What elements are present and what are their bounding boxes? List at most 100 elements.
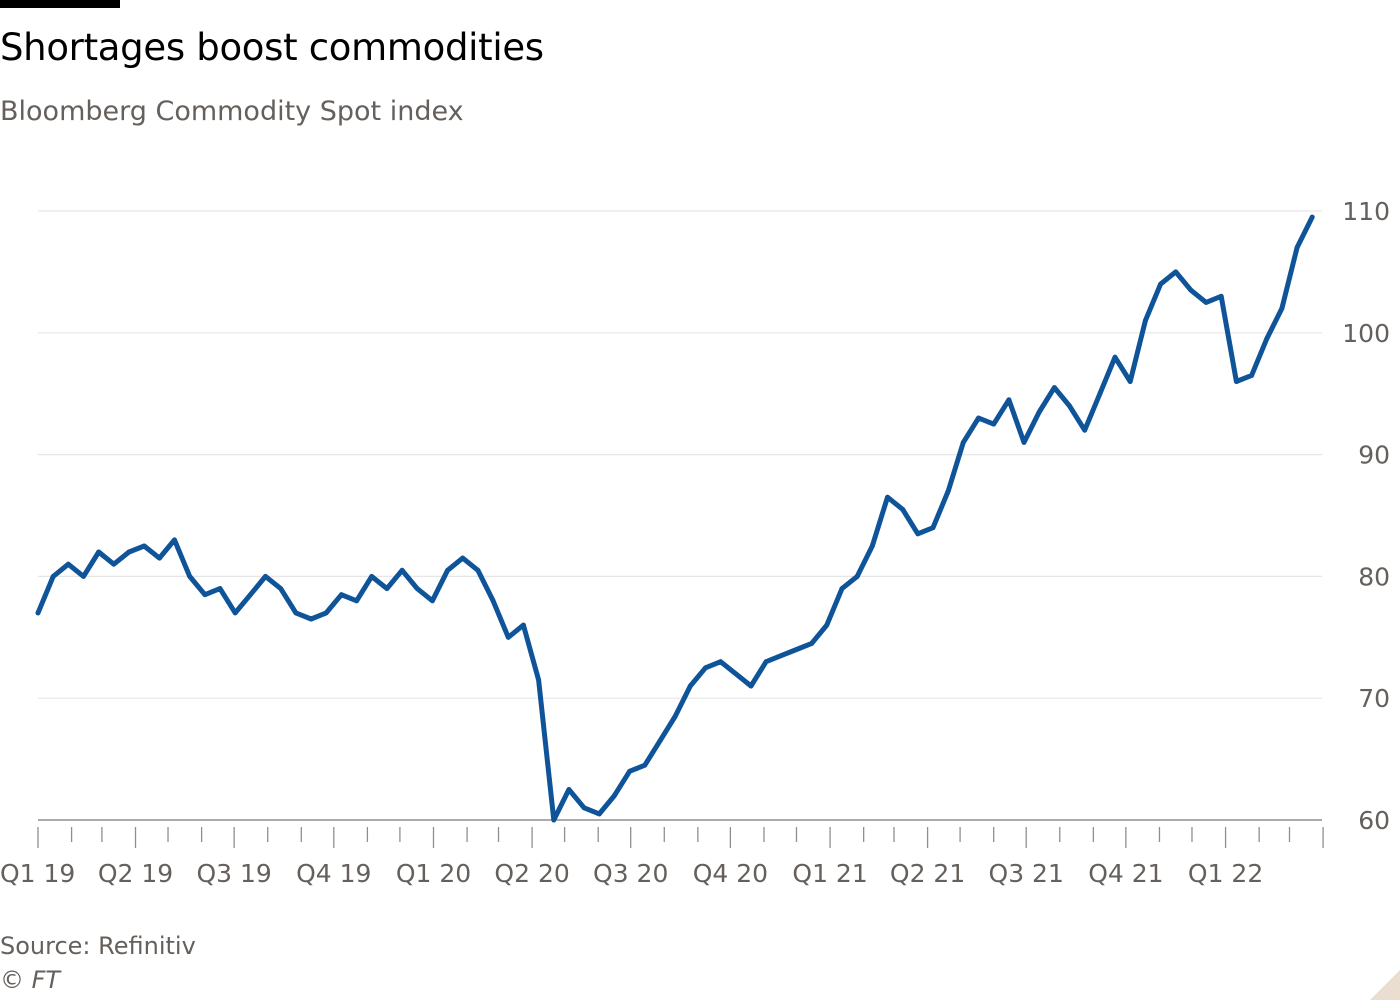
- data-point: [445, 567, 450, 573]
- data-point: [1143, 318, 1148, 323]
- data-point: [1097, 391, 1103, 397]
- x-tick-label: Q1 20: [396, 859, 471, 888]
- data-point: [323, 610, 329, 616]
- data-point: [824, 622, 830, 628]
- data-point: [475, 567, 481, 573]
- data-point: [50, 574, 56, 579]
- data-point: [248, 592, 253, 598]
- data-point: [278, 586, 284, 591]
- data-point: [854, 574, 860, 579]
- series-line-0: [35, 214, 1315, 823]
- data-point: [157, 555, 162, 561]
- data-point: [187, 574, 193, 579]
- data-point: [1218, 293, 1224, 299]
- x-tick-label: Q3 19: [196, 859, 271, 888]
- data-point: [869, 543, 875, 549]
- source-note: Source: Refinitiv: [0, 932, 196, 960]
- data-point: [354, 598, 359, 604]
- data-point: [839, 586, 845, 591]
- data-point: [293, 610, 299, 616]
- data-point: [217, 586, 223, 591]
- data-point: [1158, 281, 1163, 287]
- data-point: [1082, 427, 1088, 433]
- data-point: [657, 738, 663, 744]
- data-point: [976, 415, 981, 421]
- data-point: [35, 610, 41, 616]
- x-tick-label: Q1 22: [1188, 859, 1263, 888]
- y-tick-label: 60: [1358, 806, 1390, 835]
- data-point: [960, 440, 966, 445]
- y-tick-label: 70: [1358, 684, 1390, 713]
- data-point: [581, 805, 587, 811]
- data-point: [1309, 214, 1315, 220]
- x-tick-label: Q2 20: [494, 859, 569, 888]
- data-point: [1249, 373, 1254, 378]
- data-point: [81, 574, 86, 579]
- data-point: [521, 622, 526, 628]
- data-point: [596, 811, 602, 817]
- data-point: [141, 543, 147, 549]
- data-point: [96, 549, 102, 555]
- data-point: [1006, 397, 1012, 403]
- x-tick-label: Q4 21: [1088, 859, 1163, 888]
- data-point: [126, 549, 132, 555]
- data-point: [612, 793, 617, 798]
- data-point: [111, 561, 117, 567]
- data-point: [733, 671, 739, 677]
- data-point: [1279, 306, 1285, 311]
- data-point: [1203, 300, 1209, 305]
- data-point: [778, 653, 784, 658]
- x-axis: [37, 819, 1324, 848]
- data-point: [339, 592, 344, 598]
- y-tick-label: 90: [1358, 441, 1390, 470]
- data-point: [945, 488, 951, 494]
- data-point: [551, 817, 557, 823]
- data-point: [748, 683, 754, 689]
- data-point: [308, 616, 314, 622]
- y-axis: 60 70 80 90 100 110: [1342, 197, 1390, 835]
- ft-brand-bar: [0, 0, 120, 8]
- data-point: [1067, 403, 1072, 409]
- data-point: [430, 598, 435, 604]
- data-point: [703, 665, 708, 671]
- data-point: [687, 683, 693, 689]
- data-point: [566, 787, 572, 792]
- data-point: [1264, 336, 1270, 342]
- y-tick-label: 80: [1358, 562, 1390, 591]
- data-point: [490, 598, 496, 604]
- x-tick-labels: Q1 19 Q2 19 Q3 19 Q4 19 Q1 20 Q2 20 Q3 20 Q4 20…: [0, 859, 1263, 888]
- corner-mark: [1370, 970, 1400, 1000]
- data-point: [1127, 379, 1133, 384]
- data-point: [794, 647, 799, 652]
- data-point: [1036, 409, 1042, 415]
- data-point: [384, 586, 390, 591]
- data-point: [65, 561, 71, 567]
- series: [35, 214, 1315, 823]
- chart-subtitle: Bloomberg Commodity Spot index: [0, 96, 464, 127]
- gridlines: [38, 210, 1322, 699]
- data-point: [915, 531, 921, 537]
- data-point: [1294, 245, 1300, 250]
- x-tick-label: Q4 20: [693, 859, 768, 888]
- chart-title: Shortages boost commodities: [0, 26, 544, 69]
- x-tick-label: Q4 19: [296, 859, 371, 888]
- x-tick-label: Q3 20: [593, 859, 668, 888]
- data-point: [809, 641, 815, 646]
- data-point: [642, 762, 648, 768]
- line-chart: 60 70 80 90 100 110 Q1 19 Q2 19 Q3 19 Q4 19 Q1 20…: [0, 197, 1390, 888]
- data-point: [172, 537, 177, 543]
- x-tick-label: Q3 21: [989, 859, 1064, 888]
- data-point: [505, 634, 511, 640]
- y-tick-label: 100: [1342, 319, 1390, 348]
- data-point: [232, 610, 238, 616]
- data-point: [1052, 385, 1057, 390]
- data-point: [763, 659, 769, 665]
- data-point: [885, 494, 890, 500]
- data-point: [1112, 354, 1118, 360]
- y-tick-label: 110: [1342, 197, 1390, 226]
- data-point: [1188, 287, 1194, 293]
- x-tick-label: Q2 21: [890, 859, 965, 888]
- data-point: [672, 714, 678, 719]
- copyright-note: © FT: [0, 966, 61, 994]
- data-point: [1234, 379, 1239, 384]
